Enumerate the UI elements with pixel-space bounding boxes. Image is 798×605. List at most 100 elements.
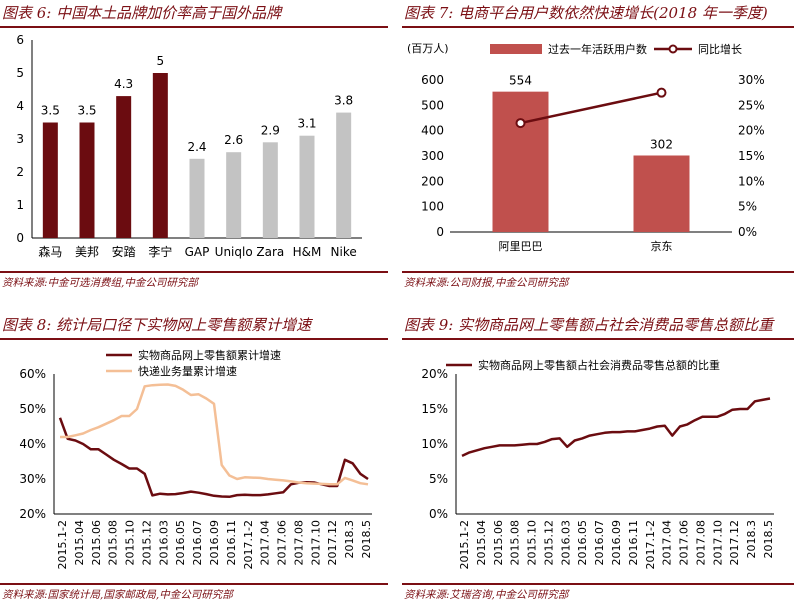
data-label: 2.9 (261, 123, 280, 137)
x-tick-label: 2015.12 (140, 520, 153, 566)
bar (189, 158, 205, 238)
source-divider (402, 271, 794, 273)
x-tick-label: 2018.5 (360, 520, 373, 559)
y-right-tick-label: 0% (738, 225, 757, 239)
bar (79, 122, 95, 238)
x-tick-label: 2016.07 (593, 520, 606, 566)
x-tick-label: H&M (293, 245, 322, 259)
panel-title: 图表 8: 统计局口径下实物网上零售额累计增速 (2, 316, 312, 334)
growth-point (656, 87, 667, 98)
x-tick-label: 2016.09 (208, 520, 221, 566)
x-tick-label: 2017.08 (694, 520, 707, 566)
data-label: 3.1 (297, 117, 316, 131)
source-divider (402, 583, 794, 585)
y-tick-label: 5 (16, 66, 24, 80)
legend-label: 同比增长 (698, 42, 742, 56)
legend-label: 快递业务量累计增速 (138, 364, 237, 378)
series-line (461, 397, 771, 458)
growth-point (515, 118, 526, 129)
x-tick-label: 2016.03 (157, 520, 170, 566)
data-label: 554 (509, 74, 532, 88)
x-tick-label: 2017.06 (276, 520, 289, 566)
panel-online-retail-growth: 图表 8: 统计局口径下实物网上零售额累计增速 20% 30% 40% 50% 60% 2… (0, 312, 392, 605)
y-tick-label: 1 (16, 198, 24, 212)
x-tick-label: 2017.1-2 (242, 520, 255, 569)
x-tick-label: 2016.05 (174, 520, 187, 566)
title-divider (0, 338, 388, 340)
x-tick-label: 2016.05 (576, 520, 589, 566)
y-tick-label: 50% (19, 402, 46, 416)
data-label: 2.4 (187, 140, 206, 154)
x-tick-label: 2016.09 (610, 520, 623, 566)
x-tick-label: 2017.1-2 (644, 520, 657, 569)
y-right-tick-label: 10% (738, 174, 765, 188)
x-tick-label: 安踏 (112, 244, 136, 259)
legend-swatch-bar (490, 44, 542, 54)
y-tick-label: 3 (16, 132, 24, 146)
ecommerce-users-chart: (百万人) 过去一年活跃用户数 同比增长 0 100 200 300 400 500 600 0% 5… (407, 42, 765, 253)
y-tick-label: 5% (429, 472, 448, 486)
y-tick-label: 6 (16, 33, 24, 47)
y-tick-label: 20% (19, 507, 46, 521)
y-right-tick-label: 15% (738, 149, 765, 163)
x-tick-label: 2017.12 (326, 520, 339, 566)
source-divider (0, 583, 388, 585)
y-right-tick-label: 30% (738, 73, 765, 87)
data-label: 3.5 (41, 104, 60, 118)
x-tick-label: 2015.04 (475, 520, 488, 566)
x-tick-label: 2017.06 (678, 520, 691, 566)
x-tick-label: 2015.1-2 (458, 520, 471, 569)
x-tick-label: 2016.11 (627, 520, 640, 566)
x-tick-label: 2017.12 (728, 520, 741, 566)
data-label: 4.3 (114, 77, 133, 91)
x-tick-label: 京东 (651, 239, 673, 253)
panel-source: 资料来源:公司财报,中金公司研究部 (404, 277, 569, 289)
x-tick-label: 2016.07 (191, 520, 204, 566)
data-label: 2.6 (224, 133, 243, 147)
x-tick-label: 2017.10 (309, 520, 322, 566)
bar (262, 142, 278, 238)
y-tick-label: 10% (421, 437, 448, 451)
y-right-tick-label: 20% (738, 124, 765, 138)
bar (226, 152, 242, 238)
x-tick-label: 2015.12 (542, 520, 555, 566)
data-label: 302 (650, 137, 673, 151)
markup-rate-chart: 0 1 2 3 4 5 6 3.5 森马 3.5 美邦 4.3 安踏 5 李宁 2.4 GAP 2.6 Uniqlo… (16, 33, 362, 259)
x-tick-label: 2015.08 (509, 520, 522, 566)
x-tick-label: 2018.3 (343, 520, 356, 559)
x-tick-label: 2017.04 (661, 520, 674, 566)
legend-label: 实物商品网上零售额占社会消费品零售总额的比重 (478, 358, 720, 372)
panel-title: 图表 6: 中国本土品牌加价率高于国外品牌 (2, 4, 282, 22)
x-tick-label: 2017.08 (292, 520, 305, 566)
data-label: 3.8 (334, 94, 353, 108)
legend-marker (668, 44, 678, 54)
y-tick-label: 30% (19, 472, 46, 486)
y-right-tick-label: 25% (738, 98, 765, 112)
y-left-tick-label: 600 (421, 73, 444, 87)
x-tick-label: 2017.04 (259, 520, 272, 566)
panel-title: 图表 9: 实物商品网上零售额占社会消费品零售总额比重 (404, 316, 774, 334)
title-divider (402, 338, 794, 340)
x-tick-label: 2015.08 (107, 520, 120, 566)
x-tick-label: GAP (185, 245, 210, 259)
data-label: 3.5 (77, 104, 96, 118)
x-tick-label: 2015.1-2 (56, 520, 69, 569)
y-left-tick-label: 500 (421, 98, 444, 112)
x-tick-label: Uniqlo (215, 245, 253, 259)
y-tick-label: 2 (16, 165, 24, 179)
x-tick-label: 阿里巴巴 (499, 240, 543, 253)
x-tick-label: 2018.5 (762, 520, 775, 559)
panel-source: 资料来源:中金可选消费组,中金公司研究部 (2, 277, 198, 289)
unit-label: (百万人) (407, 42, 449, 55)
panel-title: 图表 7: 电商平台用户数依然快速增长(2018 年一季度) (404, 4, 768, 22)
legend-label: 过去一年活跃用户数 (548, 42, 647, 56)
x-tick-label: 森马 (38, 244, 62, 259)
x-tick-label: 美邦 (75, 245, 99, 259)
y-left-tick-label: 0 (436, 225, 444, 239)
x-tick-label: 2017.10 (711, 520, 724, 566)
x-tick-label: Nike (331, 245, 357, 259)
y-tick-label: 4 (16, 99, 24, 113)
x-tick-label: 2015.10 (526, 520, 539, 566)
growth-line (520, 91, 662, 125)
y-left-tick-label: 300 (421, 149, 444, 163)
